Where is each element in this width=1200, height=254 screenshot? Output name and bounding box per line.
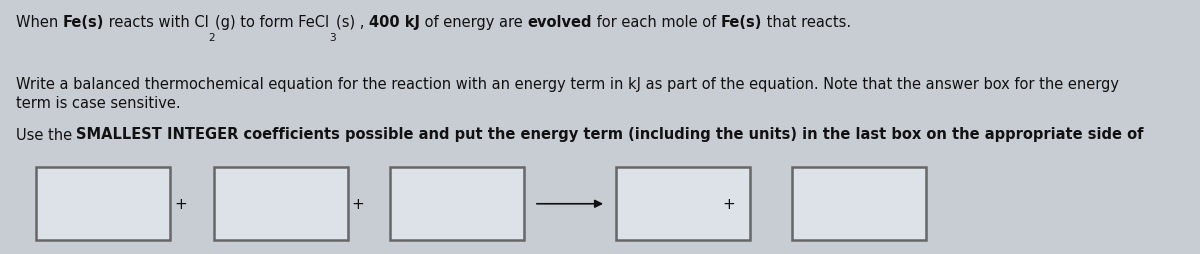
Text: SMALLEST INTEGER coefficients possible and put the energy term (including the un: SMALLEST INTEGER coefficients possible a… <box>77 127 1144 142</box>
Text: When: When <box>16 15 62 30</box>
Bar <box>390 168 524 240</box>
Text: Use the: Use the <box>16 127 77 142</box>
Text: +: + <box>722 197 734 211</box>
Text: of energy are: of energy are <box>420 15 528 30</box>
Text: Write a balanced thermochemical equation for the reaction with an energy term in: Write a balanced thermochemical equation… <box>16 76 1118 111</box>
Text: +: + <box>175 197 187 211</box>
Text: +: + <box>352 197 364 211</box>
Text: (g) to form FeCl: (g) to form FeCl <box>215 15 329 30</box>
Text: (s) ,: (s) , <box>336 15 370 30</box>
Bar <box>214 168 348 240</box>
Text: evolved: evolved <box>528 15 592 30</box>
Text: Fe(s): Fe(s) <box>62 15 104 30</box>
Text: for each mole of: for each mole of <box>592 15 721 30</box>
Text: that reacts.: that reacts. <box>762 15 851 30</box>
Bar <box>36 168 170 240</box>
Bar <box>792 168 926 240</box>
Text: 400 kJ: 400 kJ <box>370 15 420 30</box>
Text: Fe(s): Fe(s) <box>721 15 762 30</box>
Bar <box>616 168 750 240</box>
Text: reacts with Cl: reacts with Cl <box>104 15 209 30</box>
Text: 2: 2 <box>209 33 215 43</box>
Text: 3: 3 <box>329 33 336 43</box>
